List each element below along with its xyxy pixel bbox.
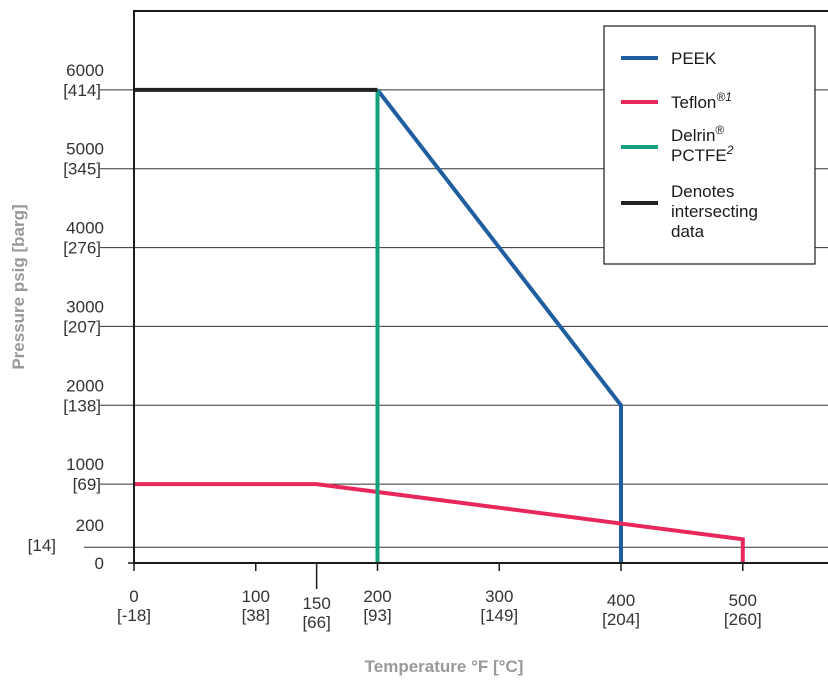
y-tick-label: 2000	[66, 376, 104, 395]
legend-label-0: PEEK	[671, 49, 717, 68]
x-tick-label: 300	[485, 587, 513, 606]
series-line-1	[134, 482, 745, 563]
legend-label-2: PCTFE2	[671, 143, 734, 165]
x-axis-ticks: 0[-18]100[38]150[66]200[93]300[149]400[2…	[117, 563, 762, 632]
x-tick-label: 200	[363, 587, 391, 606]
legend-label-2: Delrin®	[671, 123, 724, 145]
x-tick-label: 100	[242, 587, 270, 606]
y-tick-sublabel: [138]	[63, 396, 101, 415]
y-tick-sublabel: [345]	[63, 160, 101, 179]
y-tick-label: 5000	[66, 140, 104, 159]
y-tick-label: 200	[76, 516, 104, 535]
y-tick-sublabel: [14]	[28, 536, 56, 555]
y-axis-title: Pressure psig [barg]	[9, 204, 28, 369]
x-tick-label: 0	[129, 587, 138, 606]
x-tick-sublabel: [260]	[724, 610, 762, 629]
x-tick-sublabel: [149]	[480, 606, 518, 625]
y-tick-label: 4000	[66, 219, 104, 238]
x-tick-sublabel: [66]	[302, 613, 330, 632]
x-tick-sublabel: [-18]	[117, 606, 151, 625]
y-tick-label: 0	[95, 554, 104, 573]
series-lines	[134, 87, 745, 563]
x-tick-sublabel: [204]	[602, 610, 640, 629]
y-tick-sublabel: [207]	[63, 317, 101, 336]
y-tick-label: 3000	[66, 297, 104, 316]
x-tick-label: 150	[302, 594, 330, 613]
legend-label-1: Teflon®1	[671, 90, 732, 112]
y-tick-sublabel: [414]	[63, 81, 101, 100]
y-tick-sublabel: [69]	[73, 475, 101, 494]
legend-label-3: intersecting	[671, 202, 758, 221]
y-tick-label: 6000	[66, 61, 104, 80]
x-tick-label: 500	[729, 591, 757, 610]
x-tick-label: 400	[607, 591, 635, 610]
legend: PEEK Teflon®1 Delrin®PCTFE2 Denotesintersec…	[603, 25, 816, 265]
legend-label-3: Denotes	[671, 182, 734, 201]
y-axis-ticks: 0 200 [14] 1000[69] 2000[138] 3000[207] 4000[2…	[28, 61, 134, 573]
x-tick-sublabel: [93]	[363, 606, 391, 625]
series-line-0	[375, 88, 623, 563]
plot-frame	[133, 10, 828, 564]
y-tick-label: 1000	[66, 455, 104, 474]
x-tick-sublabel: [38]	[242, 606, 270, 625]
x-axis-title: Temperature °F [°C]	[365, 657, 524, 676]
y-tick-sublabel: [276]	[63, 239, 101, 258]
legend-label-3: data	[671, 222, 705, 241]
